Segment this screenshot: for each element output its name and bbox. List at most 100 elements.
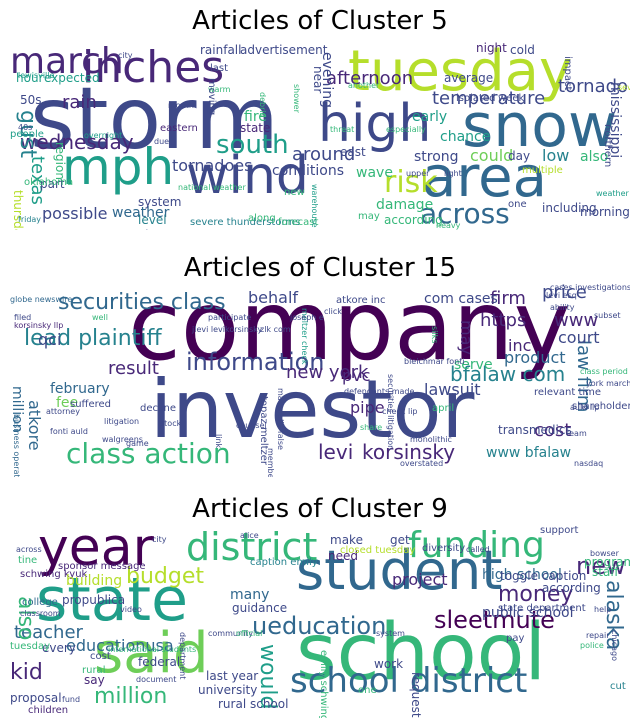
cloud-word: northern xyxy=(602,124,613,168)
cloud-word: diversity xyxy=(422,543,466,554)
cloud-word: chicago xyxy=(610,630,619,661)
cloud-word: korsinsky llp xyxy=(14,321,64,330)
cloud-word: bfalaw com xyxy=(450,362,566,386)
cloud-word: morning xyxy=(580,205,630,219)
cloud-word: caption emily xyxy=(250,557,318,568)
cloud-word: warehouse xyxy=(310,184,319,228)
cloud-word: 50s xyxy=(20,93,42,107)
cloud-word: filed xyxy=(14,313,32,322)
cloud-word: department xyxy=(178,632,187,680)
cloud-word: state xyxy=(240,121,271,135)
cloud-word: march xyxy=(10,41,124,82)
cloud-word: east xyxy=(340,145,366,159)
cloud-word: million xyxy=(10,386,25,433)
cloud-word: well xyxy=(92,313,108,322)
cloud-word: student xyxy=(296,539,503,602)
cloud-word: night xyxy=(476,41,507,55)
cloud-word: www xyxy=(554,310,599,331)
cloud-word: qci xyxy=(38,330,62,349)
cloud-word: rain xyxy=(62,92,97,113)
cloud-word: area xyxy=(422,145,547,210)
word-cloud: school student state year said district fundin… xyxy=(10,526,630,718)
cloud-word: south xyxy=(216,130,289,160)
cloud-word: high school xyxy=(482,567,562,583)
cloud-word: lawsuit xyxy=(424,380,481,399)
cloud-word: one xyxy=(508,199,527,210)
cloud-word: part xyxy=(40,177,65,191)
cloud-word: texas xyxy=(27,156,48,205)
cloud-word: class period xyxy=(580,367,628,376)
cloud-word: eastern xyxy=(160,123,198,134)
cloud-word: week xyxy=(498,93,525,104)
cloud-word: strong xyxy=(414,149,459,165)
cloud-word: national weather xyxy=(178,183,246,192)
cloud-word: levi esq xyxy=(546,291,577,300)
cloud-word: tornado xyxy=(558,76,629,97)
cloud-word: debris xyxy=(258,92,267,117)
cloud-word: year xyxy=(38,526,155,578)
cloud-word: cut xyxy=(610,681,626,692)
cloud-word: jlevi levikorsinsky xyxy=(192,325,263,334)
cloud-word: university xyxy=(198,683,258,697)
cloud-word: according xyxy=(542,581,601,595)
cloud-word: atkore xyxy=(25,400,44,451)
cloud-word: multiple xyxy=(522,165,563,176)
cloud-word: last xyxy=(210,63,229,74)
cloud-word: price xyxy=(542,284,587,303)
word-cloud: company investor class action securities cl… xyxy=(10,284,630,477)
cloud-word: gust xyxy=(15,110,40,158)
cloud-word: cost xyxy=(90,651,111,662)
cloud-word: heavy xyxy=(436,221,461,230)
cloud-word: guidance xyxy=(232,601,288,615)
cloud-word: work xyxy=(374,657,404,671)
cloud-word: fire xyxy=(244,109,267,125)
cloud-word: called xyxy=(466,545,490,554)
cloud-word: possible xyxy=(42,204,108,223)
cloud-word: toggle caption xyxy=(500,569,587,583)
cloud-word: pvc xyxy=(342,366,371,385)
cloud-word: state xyxy=(36,565,188,635)
cloud-word: warm xyxy=(208,85,231,94)
cloud-word: month xyxy=(168,101,194,110)
cloud-word: fonti auld xyxy=(50,427,88,436)
cloud-word: school xyxy=(296,608,547,698)
cloud-word: fee xyxy=(56,395,79,411)
cloud-word: building xyxy=(66,573,123,589)
cloud-word: document xyxy=(136,675,177,684)
cloud-word: zlk com xyxy=(260,325,291,334)
cloud-word: 40s xyxy=(18,123,33,132)
cloud-word: game xyxy=(126,439,149,448)
cloud-word: tuesday xyxy=(348,39,573,104)
cloud-word: afternoon xyxy=(326,68,414,89)
cloud-word: day xyxy=(508,149,531,163)
cloud-word: walgreens xyxy=(102,435,143,444)
cloud-word: including xyxy=(542,201,597,215)
cloud-word: litigation xyxy=(104,417,140,426)
cloud-word: upper xyxy=(406,169,430,178)
cloud-word: many xyxy=(230,587,270,603)
cloud-word: across xyxy=(16,545,42,554)
cloud-word: temperature xyxy=(432,88,546,109)
cloud-word: decline xyxy=(140,403,177,414)
cloud-word: advertisement xyxy=(240,43,328,57)
cloud-word: district xyxy=(186,526,318,569)
cloud-word: project xyxy=(392,570,448,589)
cloud-word: around xyxy=(292,144,356,165)
cloud-word: member xyxy=(266,448,275,477)
cloud-word: securities litigation xyxy=(386,374,395,451)
cloud-word: weather xyxy=(112,205,170,221)
cloud-word: silks xyxy=(430,326,439,344)
cloud-word: rainfall xyxy=(200,43,242,57)
cloud-word: average xyxy=(444,71,494,85)
cloud-word: materially false xyxy=(276,388,285,450)
cloud-word: new xyxy=(284,187,305,198)
cloud-word: globe newswire xyxy=(10,295,73,304)
cloud-word: severe xyxy=(618,83,630,92)
cloud-word: check lip xyxy=(382,407,418,416)
cloud-word: overstated xyxy=(400,459,444,468)
cloud-word: say xyxy=(84,673,105,687)
cloud-word: tornadoes xyxy=(172,156,253,175)
cloud-word: transmedics xyxy=(498,423,572,437)
cloud-word: may xyxy=(358,211,380,222)
cloud-word: threat xyxy=(330,125,355,134)
